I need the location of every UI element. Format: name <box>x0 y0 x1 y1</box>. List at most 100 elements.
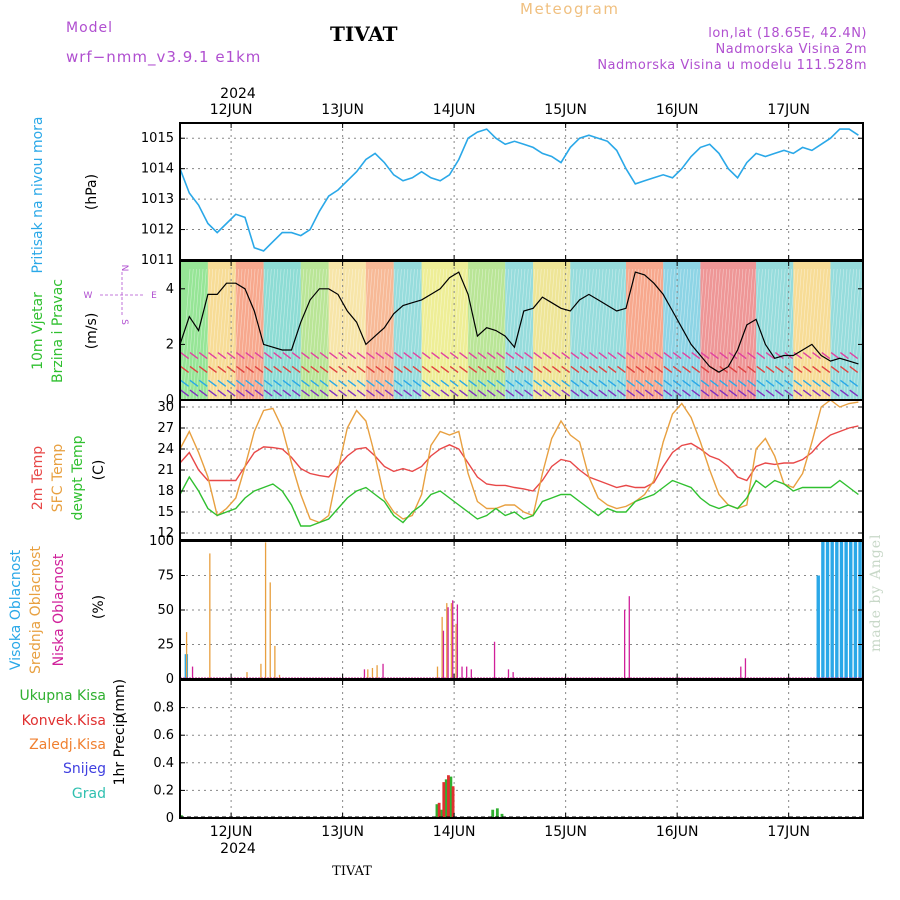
wind-arrow <box>496 351 506 360</box>
wind-arrow <box>208 379 217 387</box>
wind-hatch <box>374 268 386 401</box>
wind-arrow <box>533 351 543 360</box>
wind-arrow <box>700 351 710 360</box>
wind-hatch <box>469 268 480 401</box>
wind-arrow <box>737 365 747 373</box>
day-label-bottom-0: 12JUN <box>210 824 253 840</box>
wind-axis-labels: 10m Vjetar Brzina i Pravac (m/s) N S W E <box>30 265 157 383</box>
wind-arrow <box>505 389 515 397</box>
wind-arrow <box>291 351 301 360</box>
wind-arrow <box>403 351 413 360</box>
wind-arrow <box>431 379 440 387</box>
wind-hatch <box>231 268 243 401</box>
wind-arrow <box>245 365 255 373</box>
total-precip-bar <box>444 779 448 818</box>
wind-arrow <box>468 365 478 373</box>
wind-hatch <box>303 268 314 401</box>
wind-arrow <box>802 389 812 397</box>
wind-band-14 <box>663 261 701 400</box>
pressure-ylabel: Pritisak na nivou mora <box>30 116 46 273</box>
wind-arrow <box>347 389 357 397</box>
temp-ylabel-sfc: SFC Temp <box>50 444 66 513</box>
wind-hatch <box>830 268 841 401</box>
wind-arrow <box>421 351 431 360</box>
wind-hatch <box>335 268 347 401</box>
wind-arrow <box>774 365 784 373</box>
ytick-label-4-2: 0.4 <box>153 756 174 771</box>
wind-arrow <box>830 365 840 373</box>
wind-arrow <box>366 351 375 360</box>
day-label-top-3: 15JUN <box>544 102 587 118</box>
wind-arrow <box>440 365 450 373</box>
wind-arrow <box>635 351 645 360</box>
wind-arrow <box>747 389 756 397</box>
year-label-bottom: 2024 <box>220 841 256 857</box>
wind-hatch <box>547 268 558 401</box>
wind-arrow <box>747 379 756 387</box>
wind-arrow <box>356 351 366 360</box>
wind-arrow <box>616 351 626 360</box>
wind-arrow <box>328 379 338 387</box>
wind-arrow <box>654 389 663 397</box>
total-precip-bar <box>500 813 504 818</box>
wind-arrow <box>180 389 190 397</box>
ytick-label-1-0: 0 <box>166 393 174 408</box>
cloud-ylabel-mid: Srednja Oblacnost <box>28 546 44 674</box>
wind-arrow <box>375 389 385 397</box>
wind-hatch <box>784 268 796 401</box>
wind-arrow <box>830 379 840 387</box>
wind-arrow <box>477 351 487 360</box>
wind-arrow <box>700 389 710 397</box>
high-cloud-bar <box>825 541 830 679</box>
wind-arrow <box>431 389 440 397</box>
wind-arrow <box>589 379 598 387</box>
wind-hatch <box>287 268 298 401</box>
wind-hatch <box>238 268 249 401</box>
wind-arrow <box>598 389 608 397</box>
wind-hatch <box>293 268 305 401</box>
wind-hatch <box>306 268 318 401</box>
wind-hatch <box>381 268 392 401</box>
compass-n: N <box>119 265 129 272</box>
wind-arrow <box>709 389 719 397</box>
wind-arrow <box>756 365 766 373</box>
wind-hatch <box>729 268 740 401</box>
wind-arrow <box>310 389 320 397</box>
wind-arrow <box>849 389 859 397</box>
wind-arrow <box>338 351 348 360</box>
wind-hatch <box>488 268 500 401</box>
wind-hatch <box>674 268 685 401</box>
wind-hatch <box>739 268 750 401</box>
wind-arrow <box>524 379 533 387</box>
wind-arrow <box>542 351 552 360</box>
wind-arrow <box>654 365 663 373</box>
wind-hatch <box>748 268 760 401</box>
wind-hatch <box>556 268 568 401</box>
wind-hatch <box>693 268 705 401</box>
wind-hatch <box>687 268 698 401</box>
wind-arrow <box>830 351 840 360</box>
wind-hatch <box>365 268 376 401</box>
low-cloud-bar <box>363 669 366 679</box>
mid-cloud-bar <box>376 665 378 679</box>
wind-arrow <box>635 389 645 397</box>
mid-cloud-bar <box>450 603 453 679</box>
wind-arrow <box>849 351 859 360</box>
wind-hatch <box>719 268 731 401</box>
day-label-top-5: 17JUN <box>767 102 810 118</box>
wind-arrow <box>802 379 812 387</box>
wind-hatch <box>846 268 858 401</box>
low-cloud-bar <box>744 658 747 679</box>
wind-arrow <box>737 379 747 387</box>
wind-arrow <box>477 389 487 397</box>
wind-arrow <box>663 379 673 387</box>
wind-arrow <box>514 389 524 397</box>
wind-hatch <box>436 268 448 401</box>
wind-arrow <box>310 365 320 373</box>
wind-arrow <box>570 365 580 373</box>
wind-hatch <box>852 268 864 401</box>
cloud-axis-labels: Visoka Oblacnost Srednja Oblacnost Niska… <box>8 546 107 674</box>
wind-arrow <box>486 365 496 373</box>
wind-hatch <box>690 268 701 401</box>
